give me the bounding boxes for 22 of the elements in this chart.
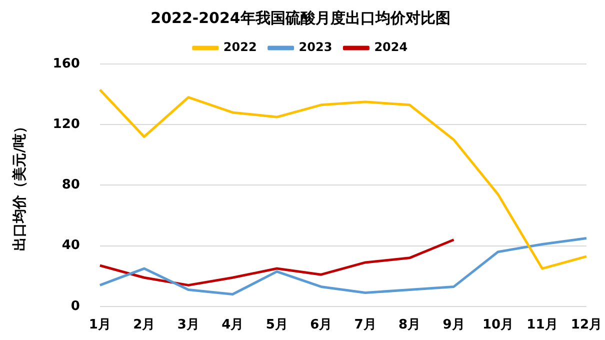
y-tick-label: 40: [62, 238, 80, 254]
legend-label: 2024: [374, 40, 408, 54]
legend-label: 2022: [223, 40, 257, 54]
y-axis-title: 出口均价（美元/吨）: [11, 120, 28, 251]
y-tick-label: 160: [52, 56, 80, 72]
x-tick-label: 11月: [526, 318, 558, 333]
x-tick-label: 7月: [354, 318, 376, 333]
x-tick-label: 12月: [570, 318, 602, 333]
y-tick-label: 0: [70, 298, 80, 314]
x-tick-label: 3月: [177, 318, 200, 333]
y-tick-label: 80: [62, 178, 80, 193]
x-tick-label: 8月: [398, 318, 421, 333]
chart-title: 2022-2024年我国硫酸月度出口均价对比图: [150, 8, 450, 27]
x-tick-label: 10月: [482, 318, 514, 333]
y-tick-label: 120: [52, 116, 80, 132]
x-tick-label: 2月: [133, 318, 156, 333]
x-tick-label: 6月: [310, 318, 332, 333]
x-tick-label: 1月: [88, 318, 111, 333]
x-tick-label: 9月: [442, 318, 465, 333]
legend-label: 2023: [298, 40, 332, 54]
x-tick-label: 4月: [222, 318, 244, 333]
x-tick-label: 5月: [266, 318, 288, 333]
